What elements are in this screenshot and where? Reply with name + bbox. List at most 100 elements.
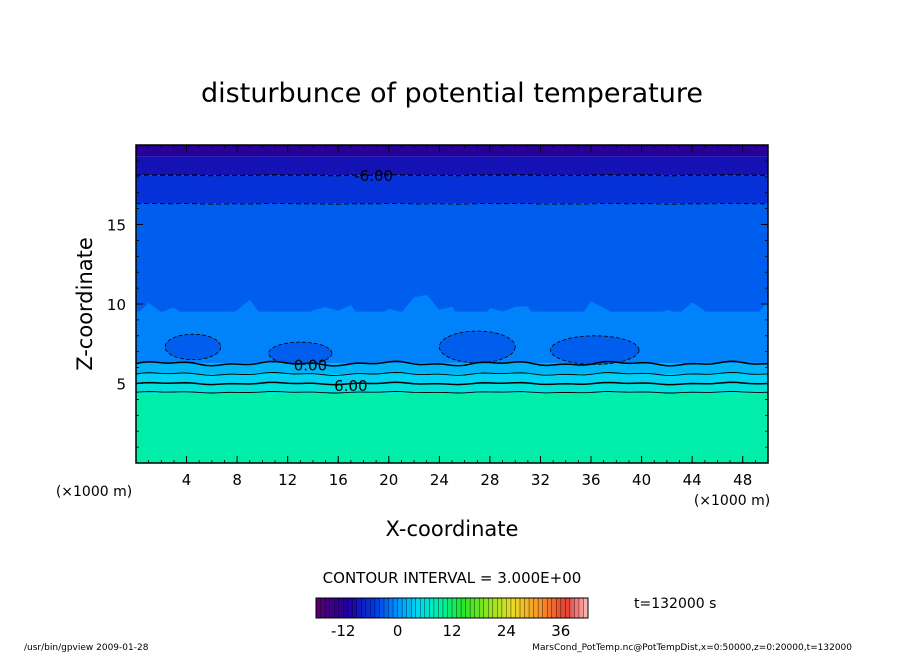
colorbar-swatch	[433, 598, 439, 618]
colorbar-swatch	[474, 598, 480, 618]
colorbar-swatch	[506, 598, 512, 618]
colorbar-tick-label: 12	[442, 622, 461, 640]
contour-labels: -6.00 0.00 6.00	[294, 167, 393, 395]
filled-contours	[136, 145, 768, 463]
colorbar-swatch	[483, 598, 489, 618]
colorbar-swatch	[583, 598, 589, 618]
colorbar-swatch	[578, 598, 584, 618]
colorbar-swatch	[533, 598, 539, 618]
fill-band	[136, 393, 768, 463]
contour-label: 0.00	[294, 356, 327, 374]
colorbar-swatch	[397, 598, 403, 618]
colorbar-swatch	[320, 598, 326, 618]
colorbar-swatch	[429, 598, 435, 618]
colorbar-swatch	[442, 598, 448, 618]
x-tick-label: 28	[480, 471, 499, 489]
fill-band	[136, 362, 768, 374]
colorbar-swatch	[569, 598, 575, 618]
contour-line	[268, 341, 333, 365]
colorbar-swatch	[338, 598, 344, 618]
colorbar-swatch	[343, 598, 349, 618]
colorbar-swatch	[347, 598, 353, 618]
footer-left: /usr/bin/gpview 2009-01-28	[24, 643, 149, 653]
colorbar-swatch	[406, 598, 412, 618]
x-tick-label: 4	[182, 471, 192, 489]
colorbar-swatch	[329, 598, 335, 618]
colorbar-swatch	[356, 598, 362, 618]
contour-line	[136, 371, 768, 376]
colorbar-swatch	[479, 598, 485, 618]
colorbar-swatch	[515, 598, 521, 618]
colorbar-swatch	[370, 598, 376, 618]
x-tick-label: 12	[278, 471, 297, 489]
contour-line	[550, 335, 640, 365]
colorbar-swatch	[465, 598, 471, 618]
colorbar-tick-label: 36	[551, 622, 570, 640]
cold-lobe	[550, 335, 640, 365]
colorbar-swatch	[470, 598, 476, 618]
y-axis-label: Z-coordinate	[73, 237, 97, 371]
x-axis-unit: (×1000 m)	[694, 493, 770, 509]
colorbar-swatch	[520, 598, 526, 618]
disturbance-patches	[136, 294, 768, 365]
colorbar-swatch	[488, 598, 494, 618]
colorbar-swatch	[542, 598, 548, 618]
fill-band	[136, 175, 768, 204]
colorbar-tick-label: -12	[331, 622, 356, 640]
x-axis-label: X-coordinate	[386, 517, 519, 541]
contour-line	[164, 333, 222, 361]
colorbar-swatch	[352, 598, 358, 618]
x-tick-label: 36	[581, 471, 600, 489]
colorbar-swatch	[415, 598, 421, 618]
contour-line	[136, 391, 768, 394]
colorbar-swatch	[365, 598, 371, 618]
colorbar	[315, 597, 589, 619]
colorbar-swatch	[565, 598, 571, 618]
colorbar-swatch	[388, 598, 394, 618]
x-tick-label: 24	[430, 471, 449, 489]
colorbar-swatch	[374, 598, 380, 618]
colorbar-swatch	[452, 598, 458, 618]
plot-area: -6.000.006.00 4 8 12 16 20 24 28 32 36 40 44 485101…	[107, 144, 769, 489]
contour-line	[136, 381, 768, 386]
colorbar-swatch	[456, 598, 462, 618]
colorbar-swatch	[547, 598, 553, 618]
colorbar-swatch	[384, 598, 390, 618]
colorbar-swatch	[556, 598, 562, 618]
fill-band	[136, 203, 768, 312]
time-label: t=132000 s	[634, 596, 716, 612]
y-axis-unit: (×1000 m)	[56, 484, 132, 500]
contour-label: -6.00	[354, 167, 393, 185]
contour-label: 6.00	[334, 377, 367, 395]
colorbar-swatch	[420, 598, 426, 618]
contour-line	[438, 330, 516, 364]
colorbar-swatch	[538, 598, 544, 618]
colorbar-tick-label: 24	[497, 622, 516, 640]
x-tick-label: 32	[531, 471, 550, 489]
chart-title: disturbunce of potential temperature	[201, 78, 703, 109]
contour-line	[136, 202, 768, 205]
y-tick-label: 10	[107, 296, 126, 314]
cold-lobe	[268, 342, 332, 365]
colorbar-swatch	[438, 598, 444, 618]
colorbar-swatch	[402, 598, 408, 618]
colorbar-swatch	[510, 598, 516, 618]
colorbar-swatch	[334, 598, 340, 618]
contour-lines	[136, 174, 768, 394]
fill-band	[136, 145, 768, 157]
colorbar-swatch	[379, 598, 385, 618]
cold-lobe	[165, 334, 221, 360]
contour-line	[136, 174, 768, 177]
colorbar-swatch	[497, 598, 503, 618]
colorbar-swatch	[461, 598, 467, 618]
colorbar-tick-labels: -12 0 12 24 36	[331, 622, 570, 640]
x-tick-label: 44	[683, 471, 702, 489]
x-tick-label: 20	[379, 471, 398, 489]
colorbar-swatch	[551, 598, 557, 618]
contour-line	[136, 360, 768, 367]
colorbar-swatch	[492, 598, 498, 618]
colorbar-swatch	[325, 598, 331, 618]
fill-band	[136, 156, 768, 176]
